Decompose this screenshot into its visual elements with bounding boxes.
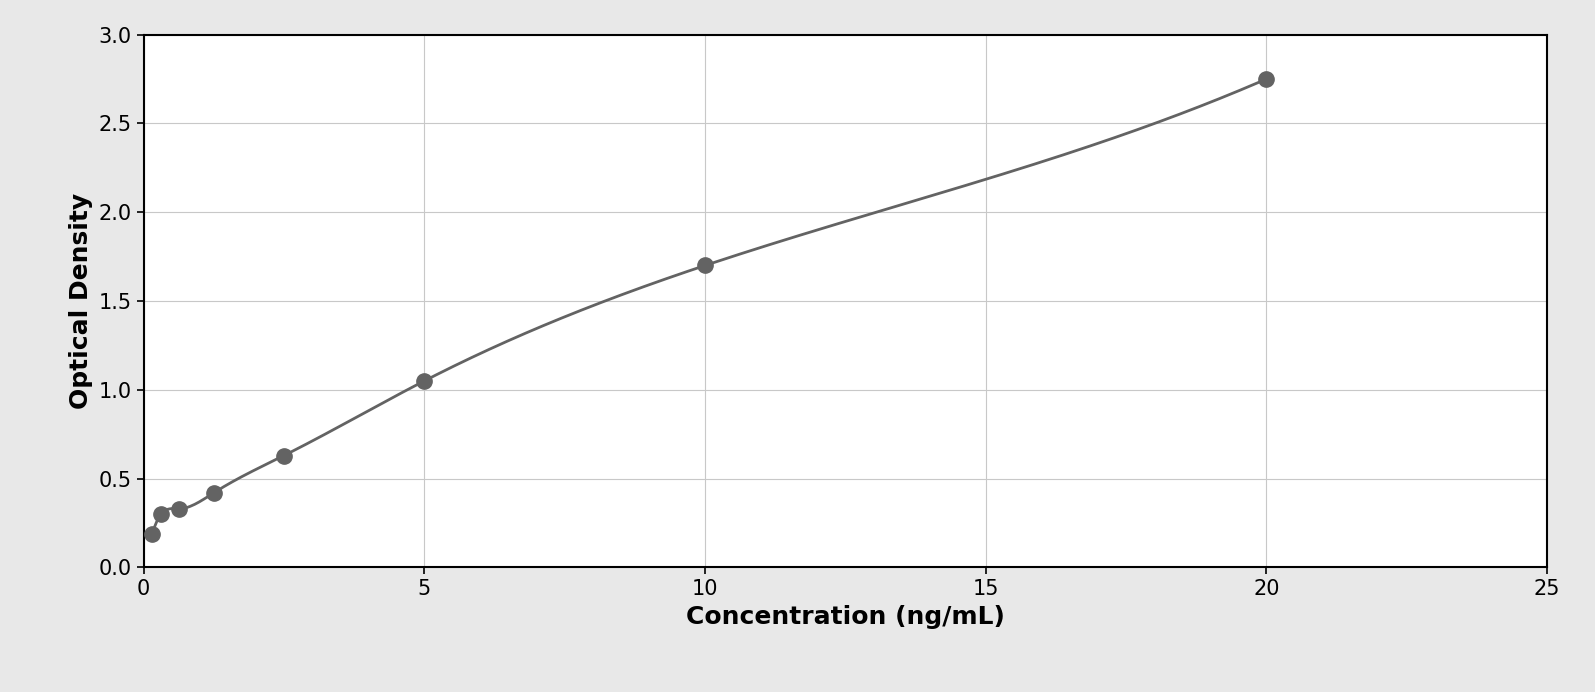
Point — [1254, 73, 1279, 84]
Point — [412, 375, 437, 386]
X-axis label: Concentration (ng/mL): Concentration (ng/mL) — [686, 605, 1005, 629]
Point — [148, 509, 174, 520]
Y-axis label: Optical Density: Optical Density — [69, 193, 93, 409]
Point — [201, 487, 226, 498]
Point — [692, 260, 718, 271]
Point — [166, 503, 191, 514]
Point — [139, 528, 164, 539]
Point — [271, 450, 297, 461]
